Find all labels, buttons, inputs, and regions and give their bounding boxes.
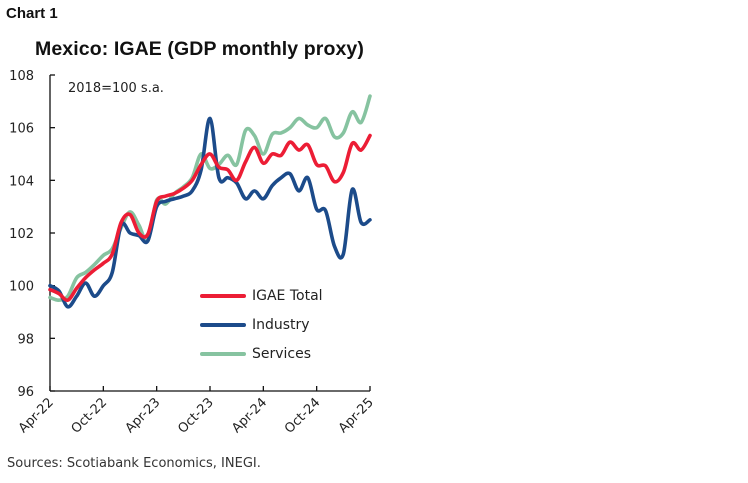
chart-legend: IGAE Total Industry Services: [200, 281, 323, 368]
y-tick-label: 100: [9, 280, 34, 295]
y-tick-label: 106: [9, 122, 34, 137]
series-line-services: [48, 94, 372, 302]
legend-item-igae-total: IGAE Total: [200, 281, 323, 310]
chart-number-label: Chart 1: [6, 5, 58, 22]
chart-series: [48, 94, 372, 309]
legend-swatch-services: [200, 351, 246, 356]
x-tick-label: Apr-25: [336, 395, 377, 436]
legend-swatch-industry: [200, 322, 246, 327]
y-tick-label: 102: [9, 227, 34, 242]
source-note: Sources: Scotiabank Economics, INEGI.: [7, 456, 261, 471]
series-line-industry: [48, 116, 372, 309]
x-tick-label: Oct-23: [175, 395, 217, 437]
x-tick-label: Oct-22: [69, 395, 111, 437]
legend-item-industry: Industry: [200, 310, 323, 339]
y-tick-label: 108: [9, 69, 34, 84]
y-tick-label: 96: [17, 385, 34, 400]
x-tick-label: Apr-23: [123, 395, 164, 436]
unit-note: 2018=100 s.a.: [68, 81, 164, 96]
y-tick-label: 98: [17, 332, 34, 347]
legend-label: Industry: [252, 316, 310, 333]
x-tick-label: Apr-24: [229, 395, 270, 436]
x-tick-label: Oct-24: [282, 395, 324, 437]
legend-label: IGAE Total: [252, 287, 323, 304]
legend-item-services: Services: [200, 339, 323, 368]
y-tick-label: 104: [9, 174, 34, 189]
x-tick-label: Apr-22: [16, 395, 57, 436]
series-line-igae-total: [48, 133, 372, 302]
legend-label: Services: [252, 345, 312, 362]
legend-swatch-igae-total: [200, 293, 246, 298]
chart-title: Mexico: IGAE (GDP monthly proxy): [35, 38, 364, 60]
